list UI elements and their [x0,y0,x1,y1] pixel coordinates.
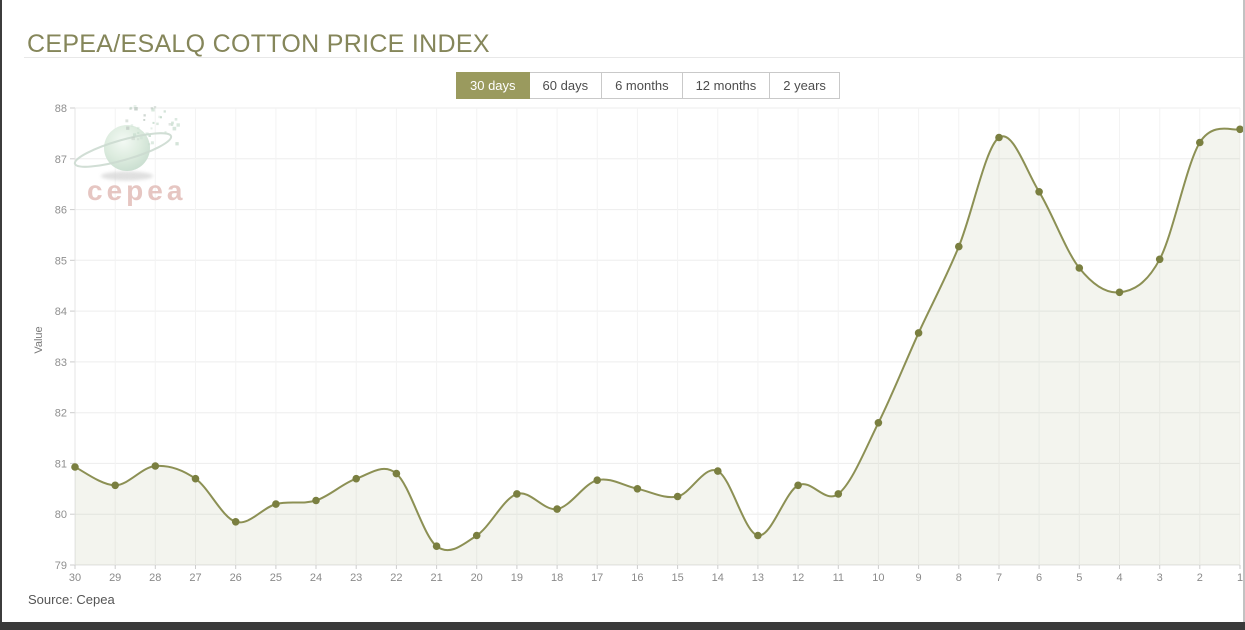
data-point[interactable] [231,518,240,526]
x-axis-tick-label: 23 [350,572,362,584]
x-axis-tick-label: 4 [1116,572,1122,584]
y-axis-title: Value [33,326,45,353]
x-axis-tick-label: 3 [1157,572,1163,584]
x-axis-tick-label: 15 [671,572,683,584]
data-point[interactable] [1236,125,1244,134]
x-axis-tick-label: 25 [270,572,282,584]
data-point[interactable] [874,419,883,427]
data-point[interactable] [914,329,923,337]
data-point[interactable] [1115,288,1124,297]
data-point[interactable] [312,496,320,505]
range-button-60-days[interactable]: 60 days [528,72,603,99]
x-axis-tick-label: 22 [390,572,402,584]
source-note: Source: Cepea [28,592,115,607]
data-point[interactable] [472,531,481,540]
data-point[interactable] [1196,138,1204,147]
y-axis-tick-label: 88 [55,103,67,115]
range-selector: 30 days 60 days 6 months 12 months 2 years [456,72,840,99]
range-button-12-months[interactable]: 12 months [681,72,771,99]
y-axis-tick-label: 81 [55,458,67,470]
y-axis-tick-label: 84 [55,306,67,318]
data-point[interactable] [513,490,521,498]
x-axis-tick-label: 13 [752,572,764,584]
data-point[interactable] [995,133,1003,142]
x-axis-tick-label: 1 [1237,572,1243,584]
y-axis-tick-label: 82 [55,408,67,420]
y-axis-tick-label: 86 [55,205,67,217]
data-point[interactable] [553,505,561,513]
data-point[interactable] [794,481,802,490]
data-point[interactable] [673,492,682,501]
window-right-border [1243,0,1245,630]
x-axis-tick-label: 26 [230,572,242,584]
data-point[interactable] [754,531,762,540]
y-axis-tick-label: 83 [55,357,67,369]
window-left-border [0,0,2,630]
data-point[interactable] [352,474,361,483]
x-axis-tick-label: 10 [872,572,884,584]
data-point[interactable] [633,485,642,493]
status-bar [0,622,1245,630]
data-point[interactable] [834,490,843,498]
x-axis-tick-label: 2 [1197,572,1203,584]
data-point[interactable] [593,476,601,485]
y-axis-tick-label: 79 [55,560,67,572]
data-point[interactable] [392,469,401,478]
x-axis-tick-label: 18 [551,572,563,584]
x-axis-tick-label: 5 [1076,572,1082,584]
x-axis-tick-label: 14 [712,572,724,584]
x-axis-tick-label: 7 [996,572,1002,584]
range-button-30-days[interactable]: 30 days [456,72,530,99]
page-title: CEPEA/ESALQ COTTON PRICE INDEX [27,29,490,58]
x-axis-tick-label: 20 [471,572,483,584]
data-point[interactable] [1075,264,1084,272]
data-point[interactable] [1155,255,1164,264]
title-divider [24,57,1245,58]
chart-area-fill [75,128,1240,566]
x-axis-tick-label: 28 [149,572,161,584]
x-axis-tick-label: 6 [1036,572,1042,584]
x-axis-tick-label: 24 [310,572,322,584]
y-axis-tick-label: 85 [55,255,67,267]
range-button-2-years[interactable]: 2 years [769,72,840,99]
y-axis-tick-label: 80 [55,509,67,521]
data-point[interactable] [432,542,441,550]
x-axis-tick-label: 16 [631,572,643,584]
y-axis-tick-label: 87 [55,154,67,166]
x-axis-tick-label: 8 [956,572,962,584]
data-point[interactable] [272,500,280,508]
data-point[interactable] [111,481,119,490]
x-axis-tick-label: 17 [591,572,603,584]
data-point[interactable] [955,242,963,251]
data-point[interactable] [191,474,200,483]
x-axis-tick-label: 12 [792,572,804,584]
x-axis-tick-label: 21 [430,572,442,584]
x-axis-tick-label: 27 [189,572,201,584]
range-button-6-months[interactable]: 6 months [601,72,683,99]
data-point[interactable] [1035,188,1043,196]
data-point[interactable] [71,463,79,471]
chart-line [74,127,1241,552]
x-axis-tick-label: 11 [833,572,844,584]
x-axis-tick-label: 9 [916,572,922,584]
data-point[interactable] [714,467,722,475]
data-point[interactable] [151,462,160,470]
x-axis-tick-label: 19 [511,572,523,584]
x-axis-tick-label: 29 [109,572,121,584]
x-axis-tick-label: 30 [69,572,81,584]
